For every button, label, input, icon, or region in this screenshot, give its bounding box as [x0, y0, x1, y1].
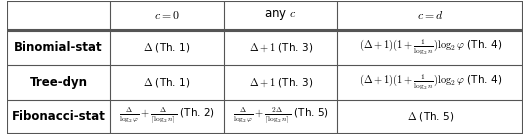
Text: $\Delta+1$ (Th. 3): $\Delta+1$ (Th. 3) — [248, 41, 313, 54]
Bar — [110, 1, 224, 30]
Text: $c = d$: $c = d$ — [417, 9, 444, 22]
Text: Fibonacci-stat: Fibonacci-stat — [12, 110, 106, 123]
Text: $\frac{\Delta}{\log_2 \varphi}+\frac{2\Delta}{\lceil\log_2 n\rceil}$ (Th. 5): $\frac{\Delta}{\log_2 \varphi}+\frac{2\D… — [233, 106, 329, 127]
Text: $\Delta$ (Th. 5): $\Delta$ (Th. 5) — [407, 110, 454, 123]
Text: $c = 0$: $c = 0$ — [154, 9, 180, 22]
Bar — [337, 1, 523, 30]
Text: $(\Delta+1)(1+\frac{1}{\log_2 n})\log_2 \varphi$ (Th. 4): $(\Delta+1)(1+\frac{1}{\log_2 n})\log_2 … — [359, 72, 502, 92]
Text: $\Delta$ (Th. 1): $\Delta$ (Th. 1) — [144, 76, 191, 89]
Text: any $c$: any $c$ — [265, 8, 297, 22]
Text: $(\Delta+1)(1+\frac{1}{\log_2 n})\log_2 \varphi$ (Th. 4): $(\Delta+1)(1+\frac{1}{\log_2 n})\log_2 … — [359, 38, 502, 57]
Text: Binomial-stat: Binomial-stat — [14, 41, 103, 54]
Bar — [224, 1, 337, 30]
Text: Tree-dyn: Tree-dyn — [30, 76, 88, 89]
Text: $\frac{\Delta}{\log_2 \varphi}+\frac{\Delta}{\lceil\log_2 n\rceil}$ (Th. 2): $\frac{\Delta}{\log_2 \varphi}+\frac{\De… — [119, 106, 215, 127]
Text: $\Delta+1$ (Th. 3): $\Delta+1$ (Th. 3) — [248, 76, 313, 89]
Text: $\Delta$ (Th. 1): $\Delta$ (Th. 1) — [144, 41, 191, 54]
Bar — [7, 1, 523, 30]
